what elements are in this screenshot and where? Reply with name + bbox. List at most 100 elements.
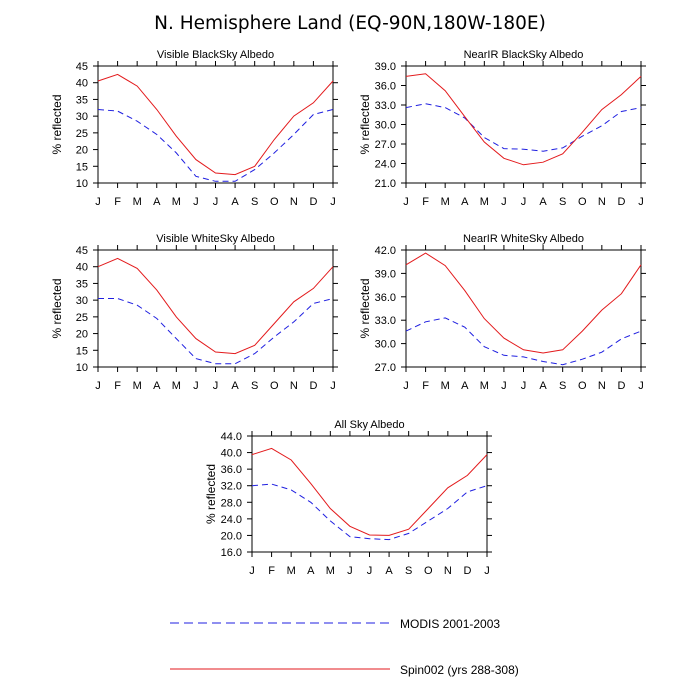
y-tick-label: 45	[76, 61, 88, 73]
modis-line	[405, 317, 642, 366]
x-tick-label: A	[231, 380, 239, 392]
panel-title: Visible WhiteSky Albedo	[156, 233, 274, 245]
spin-line	[97, 257, 334, 355]
y-tick-label: 36.0	[375, 81, 396, 93]
x-tick-label: A	[539, 196, 547, 208]
panel-title: All Sky Albedo	[334, 419, 404, 431]
y-tick-label: 25	[76, 128, 88, 140]
x-tick-label: M	[441, 196, 450, 208]
x-tick-label: O	[270, 196, 279, 208]
x-tick-label: M	[480, 196, 489, 208]
x-tick-label: J	[484, 565, 490, 577]
y-tick-label: 32.0	[221, 481, 242, 493]
x-tick-label: A	[385, 565, 393, 577]
y-tick-label: 24.0	[221, 514, 242, 526]
y-tick-label: 10	[76, 178, 88, 190]
x-tick-label: M	[441, 380, 450, 392]
x-tick-label: D	[463, 565, 471, 577]
x-tick-label: J	[501, 196, 507, 208]
y-tick-label: 30.0	[375, 120, 396, 132]
y-tick-label: 30	[76, 111, 88, 123]
x-tick-label: J	[330, 380, 336, 392]
x-tick-label: D	[309, 380, 317, 392]
x-tick-label: J	[347, 565, 353, 577]
y-tick-label: 20.0	[221, 530, 242, 542]
x-tick-label: J	[403, 380, 409, 392]
x-tick-label: M	[133, 380, 142, 392]
x-tick-label: A	[153, 196, 161, 208]
y-tick-label: 40.0	[221, 448, 242, 460]
y-tick-label: 28.0	[221, 497, 242, 509]
x-tick-label: S	[559, 380, 566, 392]
y-tick-label: 15	[76, 345, 88, 357]
x-tick-label: J	[367, 565, 373, 577]
x-tick-label: J	[95, 196, 101, 208]
x-tick-label: M	[287, 565, 296, 577]
y-tick-label: 35	[76, 278, 88, 290]
y-tick-label: 33.0	[375, 100, 396, 112]
y-tick-label: 40	[76, 78, 88, 90]
x-tick-label: N	[444, 565, 452, 577]
y-tick-label: 21.0	[375, 178, 396, 190]
x-tick-label: M	[133, 196, 142, 208]
x-tick-label: F	[422, 196, 429, 208]
x-tick-label: S	[559, 196, 566, 208]
modis-line	[97, 109, 334, 182]
x-tick-label: J	[213, 196, 219, 208]
x-tick-label: A	[307, 565, 315, 577]
spin-line	[251, 447, 488, 536]
y-tick-label: 25	[76, 312, 88, 324]
x-tick-label: F	[422, 380, 429, 392]
x-tick-label: F	[114, 196, 121, 208]
y-tick-label: 36.0	[375, 292, 396, 304]
x-tick-label: J	[501, 380, 507, 392]
x-tick-label: S	[405, 565, 412, 577]
x-tick-label: J	[193, 196, 199, 208]
x-tick-label: A	[461, 196, 469, 208]
x-tick-label: F	[114, 380, 121, 392]
panel-title: Visible BlackSky Albedo	[157, 49, 274, 61]
x-tick-label: N	[598, 380, 606, 392]
x-tick-label: O	[578, 380, 587, 392]
x-tick-label: A	[539, 380, 547, 392]
x-tick-label: D	[309, 196, 317, 208]
y-axis-label: % reflected	[204, 464, 218, 524]
figure-title: N. Hemisphere Land (EQ-90N,180W-180E)	[154, 13, 546, 34]
y-axis-label: % reflected	[50, 278, 64, 338]
y-tick-label: 36.0	[221, 464, 242, 476]
y-tick-label: 20	[76, 145, 88, 157]
x-tick-label: J	[193, 380, 199, 392]
y-tick-label: 30	[76, 295, 88, 307]
panel-title: NearIR WhiteSky Albedo	[463, 233, 584, 245]
y-tick-label: 40	[76, 262, 88, 274]
legend: MODIS 2001-2003 Spin002 (yrs 288-308)	[170, 617, 519, 677]
y-tick-label: 35	[76, 94, 88, 106]
spin-line	[97, 73, 334, 176]
y-tick-label: 27.0	[375, 139, 396, 151]
y-tick-label: 20	[76, 329, 88, 341]
x-tick-label: A	[231, 196, 239, 208]
x-tick-label: J	[95, 380, 101, 392]
x-tick-label: J	[638, 196, 644, 208]
x-tick-label: M	[326, 565, 335, 577]
x-tick-label: S	[251, 196, 258, 208]
panel-title: NearIR BlackSky Albedo	[464, 49, 584, 61]
y-axis-label: % reflected	[358, 94, 372, 154]
spin-line	[405, 73, 642, 166]
x-tick-label: J	[403, 196, 409, 208]
x-tick-label: O	[424, 565, 433, 577]
x-tick-label: N	[290, 196, 298, 208]
spin-line	[405, 252, 642, 354]
y-tick-label: 30.0	[375, 339, 396, 351]
x-tick-label: J	[638, 380, 644, 392]
modis-line	[405, 103, 642, 152]
x-tick-label: N	[598, 196, 606, 208]
y-tick-label: 24.0	[375, 159, 396, 171]
y-tick-label: 27.0	[375, 362, 396, 374]
x-tick-label: J	[521, 196, 527, 208]
y-axis-label: % reflected	[50, 94, 64, 154]
